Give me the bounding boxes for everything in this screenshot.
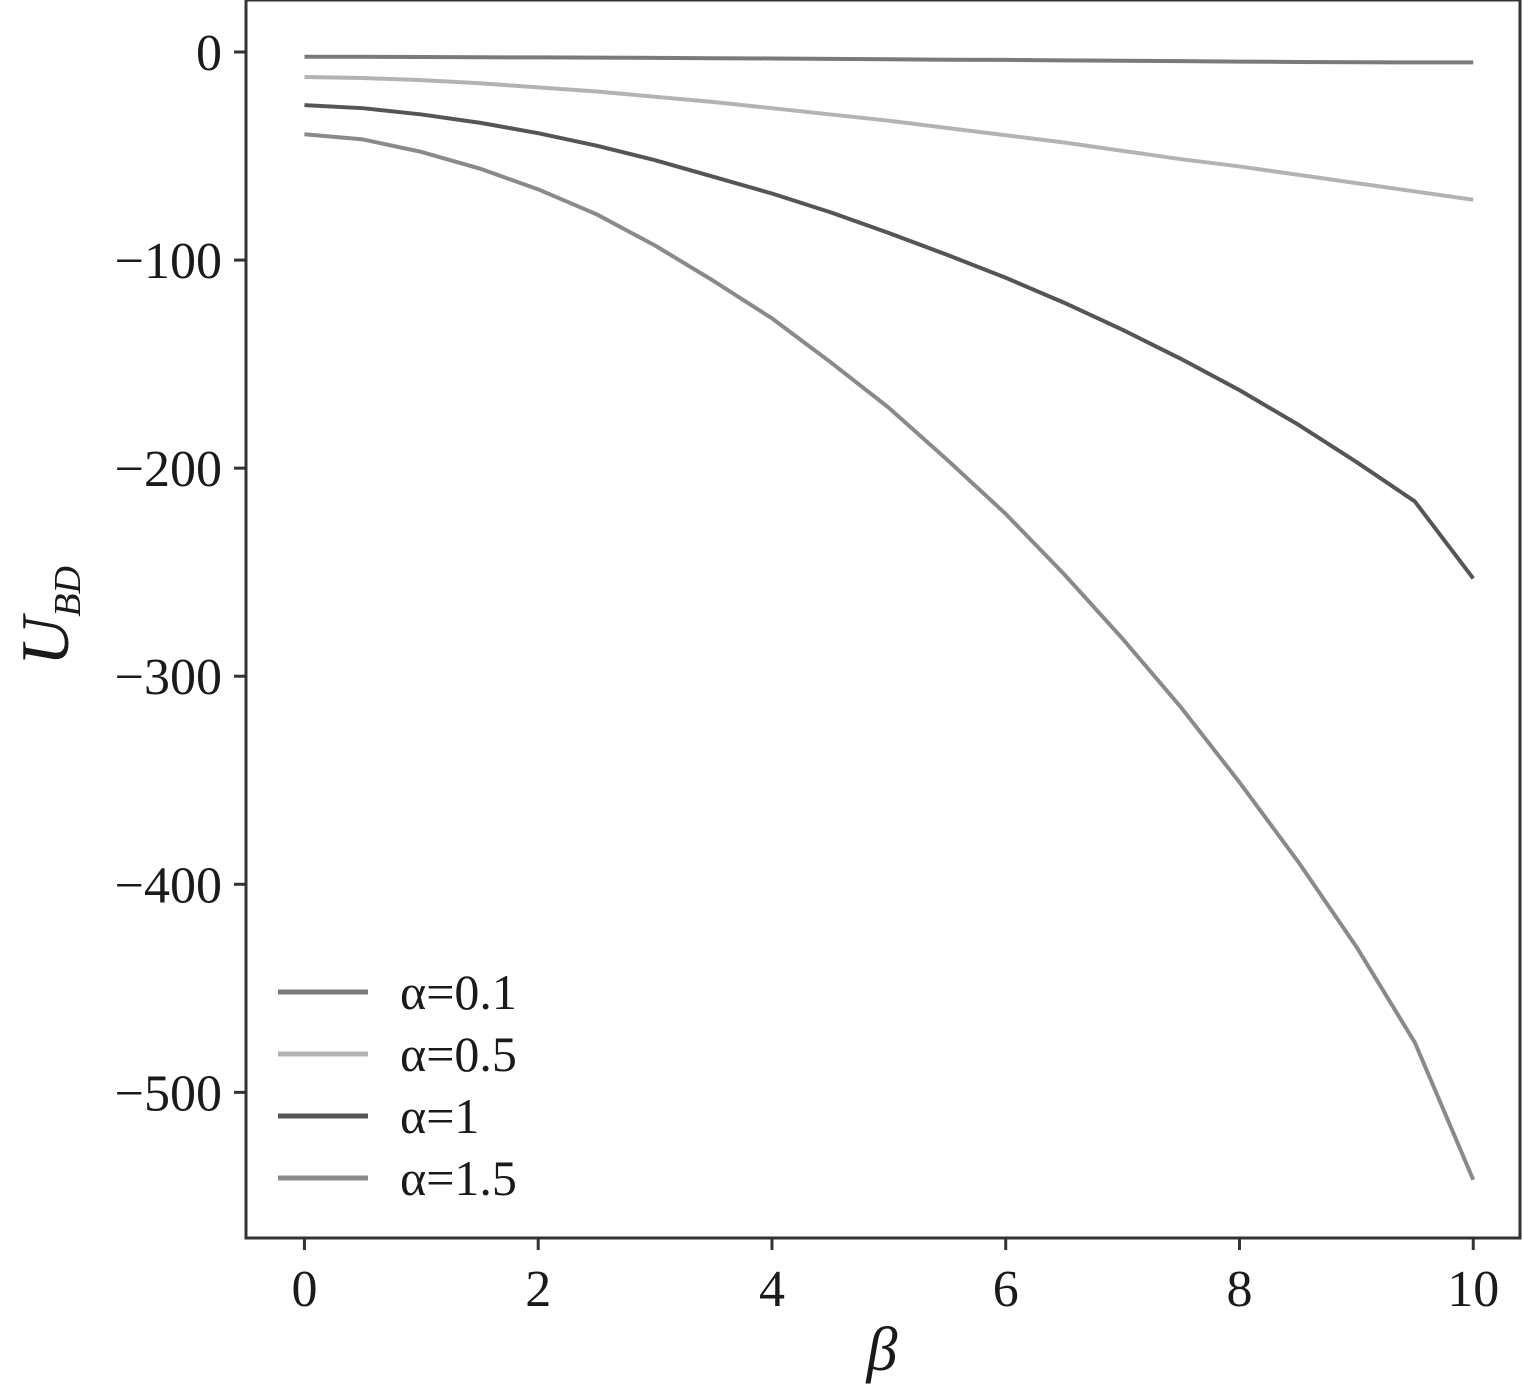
y-tick-label: −100 <box>115 233 222 290</box>
x-axis-ticks: 0 2 4 6 8 10 <box>291 1238 1499 1318</box>
y-axis-ticks: 0 −100 −200 −300 −400 −500 <box>115 25 246 1122</box>
x-tick-label: 2 <box>525 1261 551 1318</box>
x-axis-label: β <box>866 1316 898 1384</box>
legend-label: α=1 <box>400 1088 479 1144</box>
x-tick-label: 10 <box>1447 1261 1499 1318</box>
legend: α=0.1 α=0.5 α=1 α=1.5 <box>278 964 517 1206</box>
svg-text:UBD: UBD <box>7 566 89 666</box>
x-tick-label: 4 <box>759 1261 785 1318</box>
y-tick-label: −200 <box>115 441 222 498</box>
x-tick-label: 0 <box>291 1261 317 1318</box>
legend-label: α=0.1 <box>400 964 517 1020</box>
x-tick-label: 8 <box>1226 1261 1252 1318</box>
y-axis-label: UBD <box>7 566 89 666</box>
y-axis-label-subscript: BD <box>47 566 89 617</box>
series-lines <box>304 54 1476 1181</box>
y-tick-label: −400 <box>115 857 222 914</box>
x-tick-label: 6 <box>993 1261 1019 1318</box>
plot-frame <box>244 0 1522 1240</box>
series-line <box>304 103 1475 580</box>
legend-label: α=1.5 <box>400 1150 517 1206</box>
series-line <box>304 54 1474 65</box>
y-tick-label: 0 <box>196 25 222 82</box>
y-tick-label: −500 <box>115 1065 222 1122</box>
series-line <box>304 132 1476 1181</box>
y-axis-label-main: U <box>7 613 83 666</box>
legend-label: α=0.5 <box>400 1026 517 1082</box>
series-line <box>304 74 1474 202</box>
y-tick-label: −300 <box>115 649 222 706</box>
